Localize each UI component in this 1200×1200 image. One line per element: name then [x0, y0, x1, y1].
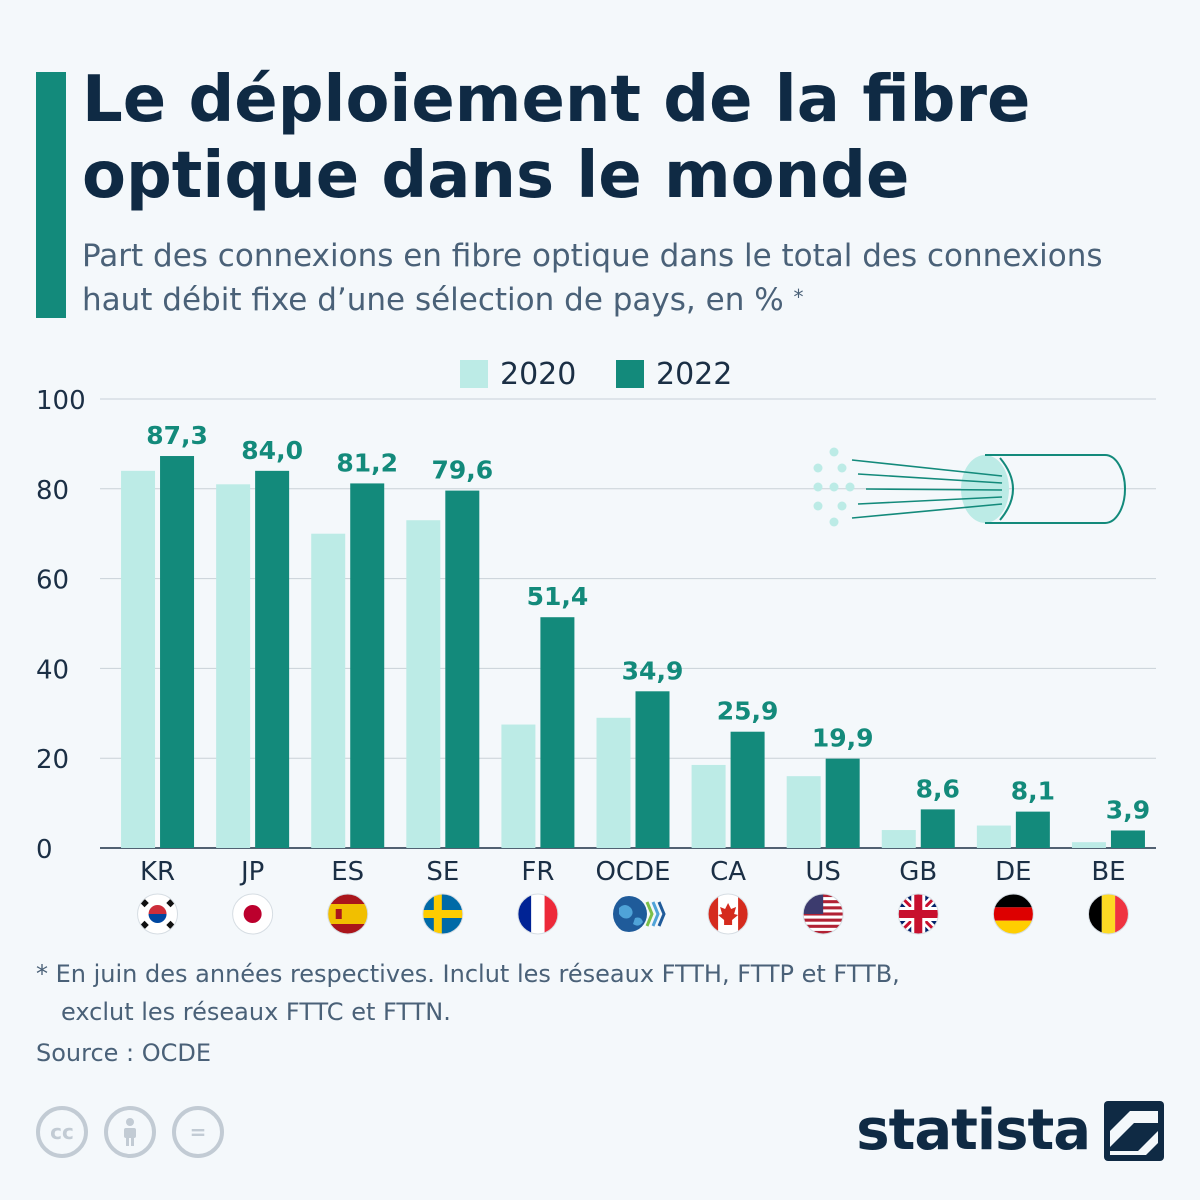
- x-tick-label-se: SE: [426, 857, 459, 887]
- x-tick-label-ca: CA: [710, 857, 746, 887]
- bar-2022-gb: [920, 809, 955, 848]
- bar-2020-de: [976, 825, 1011, 848]
- brand-name: statista: [856, 1098, 1091, 1163]
- bar-2020-gb: [881, 830, 916, 848]
- legend-swatch-2022: [616, 360, 644, 388]
- bar-2022-be: [1110, 830, 1145, 848]
- bar-2022-ca: [730, 731, 765, 848]
- subtitle-asterisk: *: [793, 285, 804, 309]
- x-tick-label-ocde: OCDE: [595, 857, 670, 887]
- no-derivatives-icon[interactable]: =: [172, 1106, 224, 1158]
- bar-2022-ocde: [635, 691, 670, 848]
- bar-2020-fr: [501, 724, 536, 848]
- chart-subtitle: Part des connexions en fibre optique dan…: [82, 234, 1182, 325]
- bar-2020-be: [1071, 842, 1106, 848]
- y-tick-label: 100: [36, 386, 86, 416]
- data-label-be: 3,9: [1106, 795, 1150, 824]
- bar-2020-ocde: [596, 717, 631, 848]
- license-icons: cc =: [36, 1106, 224, 1158]
- data-label-de: 8,1: [1011, 777, 1055, 806]
- fiber-optic-cable-icon: [813, 447, 1126, 527]
- bar-2020-es: [311, 533, 346, 848]
- oecd-globe-icon: [613, 896, 666, 932]
- data-label-ocde: 34,9: [622, 656, 684, 685]
- y-tick-label: 0: [36, 835, 53, 865]
- bar-2022-es: [350, 483, 385, 848]
- subtitle-text: Part des connexions en fibre optique dan…: [82, 238, 1103, 318]
- sweden-flag: [422, 893, 464, 935]
- spain-flag: [327, 893, 369, 935]
- bar-2022-kr: [160, 456, 195, 848]
- bar-2020-ca: [691, 764, 726, 848]
- bar-2022-de: [1015, 811, 1050, 848]
- data-label-gb: 8,6: [916, 774, 960, 803]
- cc-icon[interactable]: cc: [36, 1106, 88, 1158]
- data-label-fr: 51,4: [527, 582, 589, 611]
- usa-flag: [802, 893, 844, 935]
- bar-2022-se: [445, 490, 480, 848]
- y-tick-label: 80: [36, 476, 69, 506]
- chart-title: Le déploiement de la fibre optique dans …: [82, 63, 1031, 213]
- data-label-es: 81,2: [336, 448, 398, 477]
- x-tick-label-kr: KR: [140, 857, 175, 887]
- legend: 2020 2022: [0, 352, 1200, 396]
- footnote: * En juin des années respectives. Inclut…: [36, 955, 1156, 1031]
- bar-2020-se: [406, 520, 441, 848]
- y-tick-label: 20: [36, 745, 69, 775]
- x-tick-label-jp: JP: [239, 857, 264, 887]
- bar-2022-fr: [540, 617, 575, 848]
- belgium-flag: [1087, 893, 1129, 935]
- x-tick-label-de: DE: [995, 857, 1031, 887]
- source: Source : OCDE: [36, 1039, 212, 1067]
- attribution-icon[interactable]: [104, 1106, 156, 1158]
- germany-flag: [992, 893, 1034, 935]
- data-label-se: 79,6: [431, 456, 493, 485]
- data-label-ca: 25,9: [717, 697, 779, 726]
- bar-chart: 0 20 40 60 80 100 87,3 KR 84,0 JP 81,2 ES 79,6 SE 51,4…: [36, 386, 1156, 935]
- x-tick-label-us: US: [805, 857, 841, 887]
- y-tick-label: 60: [36, 566, 69, 596]
- legend-item-2020: 2020: [460, 352, 576, 396]
- statista-brand[interactable]: statista: [856, 1098, 1164, 1163]
- data-label-us: 19,9: [812, 724, 874, 753]
- bar-2022-us: [825, 758, 860, 848]
- south-korea-flag: [137, 893, 179, 935]
- footnote-line-1: * En juin des années respectives. Inclut…: [36, 960, 900, 988]
- legend-label-2020: 2020: [500, 356, 577, 392]
- bar-2020-us: [786, 776, 821, 848]
- data-label-jp: 84,0: [241, 436, 303, 465]
- statista-logo-icon: [1104, 1100, 1164, 1161]
- legend-item-2022: 2022: [616, 352, 732, 396]
- footnote-line-2: exclut les réseaux FTTC et FTTN.: [61, 998, 451, 1026]
- x-tick-label-gb: GB: [899, 857, 937, 887]
- accent-bar: [36, 72, 66, 318]
- y-tick-label: 40: [36, 655, 69, 685]
- canada-flag: [707, 893, 749, 935]
- legend-label-2022: 2022: [656, 356, 733, 392]
- x-tick-label-es: ES: [331, 857, 364, 887]
- bar-2020-kr: [121, 470, 156, 848]
- data-label-kr: 87,3: [146, 421, 208, 450]
- x-tick-label-be: BE: [1091, 857, 1125, 887]
- france-flag: [517, 893, 559, 935]
- bar-2020-jp: [216, 484, 251, 848]
- bar-2022-jp: [255, 470, 290, 848]
- x-tick-label-fr: FR: [521, 857, 554, 887]
- legend-swatch-2020: [460, 360, 488, 388]
- japan-flag: [232, 893, 274, 935]
- uk-flag: [897, 893, 939, 935]
